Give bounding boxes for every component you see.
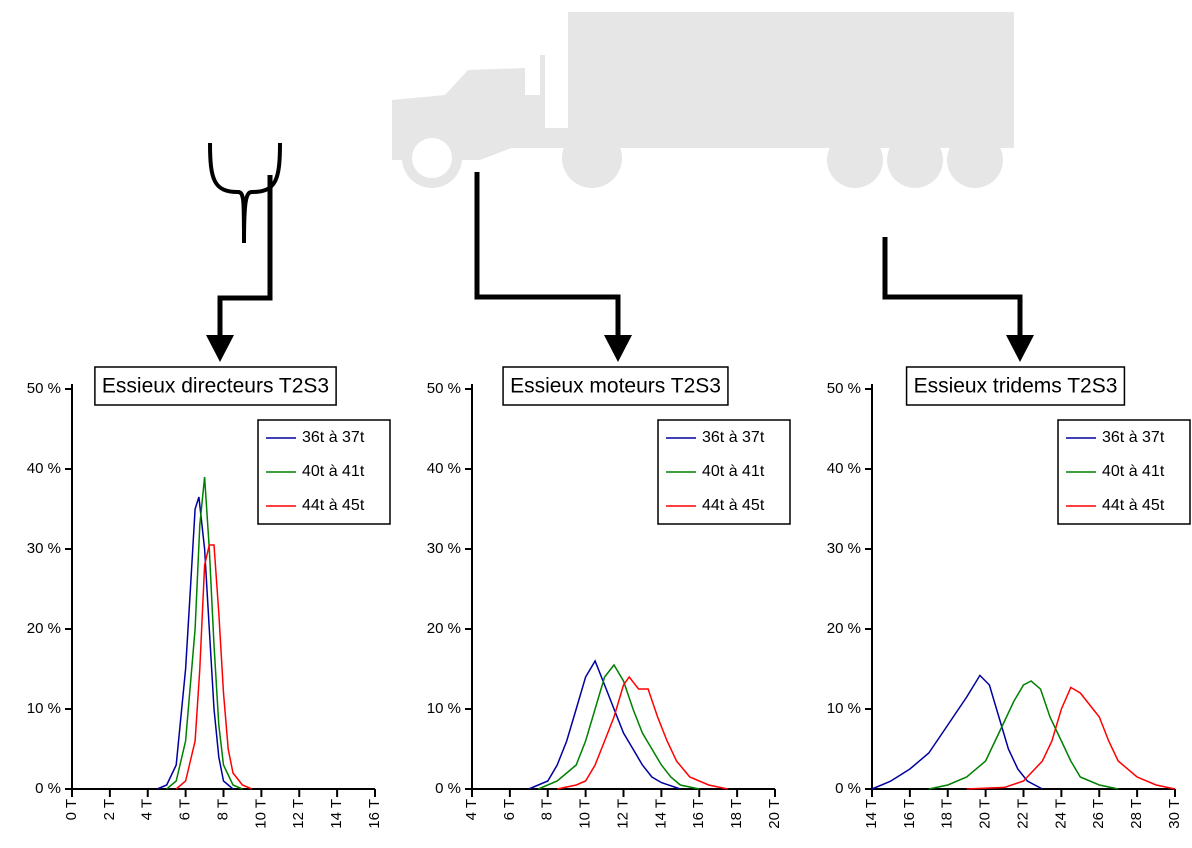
x-tick-label: 4 T	[139, 799, 156, 820]
legend-label: 36t à 37t	[302, 429, 365, 446]
y-tick-label: 0 %	[35, 780, 61, 797]
arrows	[208, 142, 1023, 340]
title-box	[905, 366, 1126, 406]
chart-title: Essieux moteurs T2S3	[510, 375, 721, 398]
x-tick-label: 20 T	[977, 799, 994, 829]
x-tick-label: 14 T	[652, 799, 669, 829]
y-tick-label: 10 %	[27, 700, 61, 717]
y-tick-label: 40 %	[827, 460, 861, 477]
x-tick-label: 2 T	[101, 799, 118, 820]
y-tick-label: 40 %	[27, 460, 61, 477]
x-tick-label: 14 T	[328, 799, 345, 829]
x-tick-label: 24 T	[1052, 799, 1069, 829]
legend-label: 40t à 41t	[302, 463, 365, 480]
legend-label: 36t à 37t	[1102, 429, 1165, 446]
series-line	[166, 476, 243, 790]
y-tick-label: 50 %	[827, 380, 861, 397]
x-tick-label: 6 T	[177, 799, 194, 820]
y-tick-label: 20 %	[27, 620, 61, 637]
series-line	[156, 496, 234, 790]
series-line	[928, 680, 1119, 790]
x-tick-label: 22 T	[1014, 799, 1031, 829]
y-tick-label: 20 %	[427, 620, 461, 637]
x-tick-label: 4 T	[463, 799, 480, 820]
legend-label: 44t à 45t	[302, 497, 365, 514]
x-tick-label: 28 T	[1128, 799, 1145, 829]
legend-label: 44t à 45t	[702, 497, 765, 514]
x-tick-label: 12 T	[614, 799, 631, 829]
y-tick-label: 50 %	[427, 380, 461, 397]
x-tick-label: 20 T	[766, 799, 783, 829]
x-tick-label: 8 T	[539, 799, 556, 820]
truck-illustration	[392, 12, 1014, 188]
y-tick-label: 50 %	[27, 380, 61, 397]
x-tick-label: 30 T	[1166, 799, 1183, 829]
legend-label: 40t à 41t	[1102, 463, 1165, 480]
x-tick-label: 10 T	[252, 799, 269, 829]
y-tick-label: 0 %	[835, 780, 861, 797]
title-box	[502, 366, 729, 406]
x-tick-label: 6 T	[501, 799, 518, 820]
chart: 0 % 10 % 20 % 30 % 40 % 50 % 14 T 16 T 18 T 20 T 2…	[827, 366, 1191, 829]
chart-title: Essieux directeurs T2S3	[102, 375, 329, 398]
y-tick-label: 40 %	[427, 460, 461, 477]
x-tick-label: 18 T	[939, 799, 956, 829]
series-line	[966, 686, 1176, 790]
x-tick-label: 18 T	[728, 799, 745, 829]
y-tick-label: 0 %	[435, 780, 461, 797]
x-tick-label: 26 T	[1090, 799, 1107, 829]
x-tick-label: 0 T	[63, 799, 80, 820]
chart: 0 % 10 % 20 % 30 % 40 % 50 % 4 T 6 T 8 T 10 T 12 T…	[427, 366, 791, 829]
y-tick-label: 10 %	[827, 700, 861, 717]
y-tick-label: 10 %	[427, 700, 461, 717]
x-tick-label: 16 T	[901, 799, 918, 829]
series-line	[175, 544, 253, 790]
y-tick-label: 20 %	[827, 620, 861, 637]
series-line	[557, 675, 728, 790]
x-tick-label: 8 T	[214, 799, 231, 820]
x-tick-label: 16 T	[690, 799, 707, 829]
series-line	[528, 659, 681, 790]
x-tick-label: 10 T	[577, 799, 594, 829]
legend-label: 44t à 45t	[1102, 497, 1165, 514]
legend-label: 36t à 37t	[702, 429, 765, 446]
arrow-heads	[206, 335, 1034, 362]
y-tick-label: 30 %	[427, 540, 461, 557]
y-tick-label: 30 %	[827, 540, 861, 557]
x-tick-label: 14 T	[863, 799, 880, 829]
legend-label: 40t à 41t	[702, 463, 765, 480]
series-line	[538, 663, 700, 790]
y-tick-label: 30 %	[27, 540, 61, 557]
chart: 0 % 10 % 20 % 30 % 40 % 50 % 0 T 2 T 4 T 6 T 8 T 10…	[27, 366, 391, 829]
title-box	[94, 366, 337, 406]
series-line	[871, 674, 1043, 790]
x-tick-label: 16 T	[366, 799, 383, 829]
chart-title: Essieux tridems T2S3	[914, 375, 1118, 398]
x-tick-label: 12 T	[290, 799, 307, 829]
